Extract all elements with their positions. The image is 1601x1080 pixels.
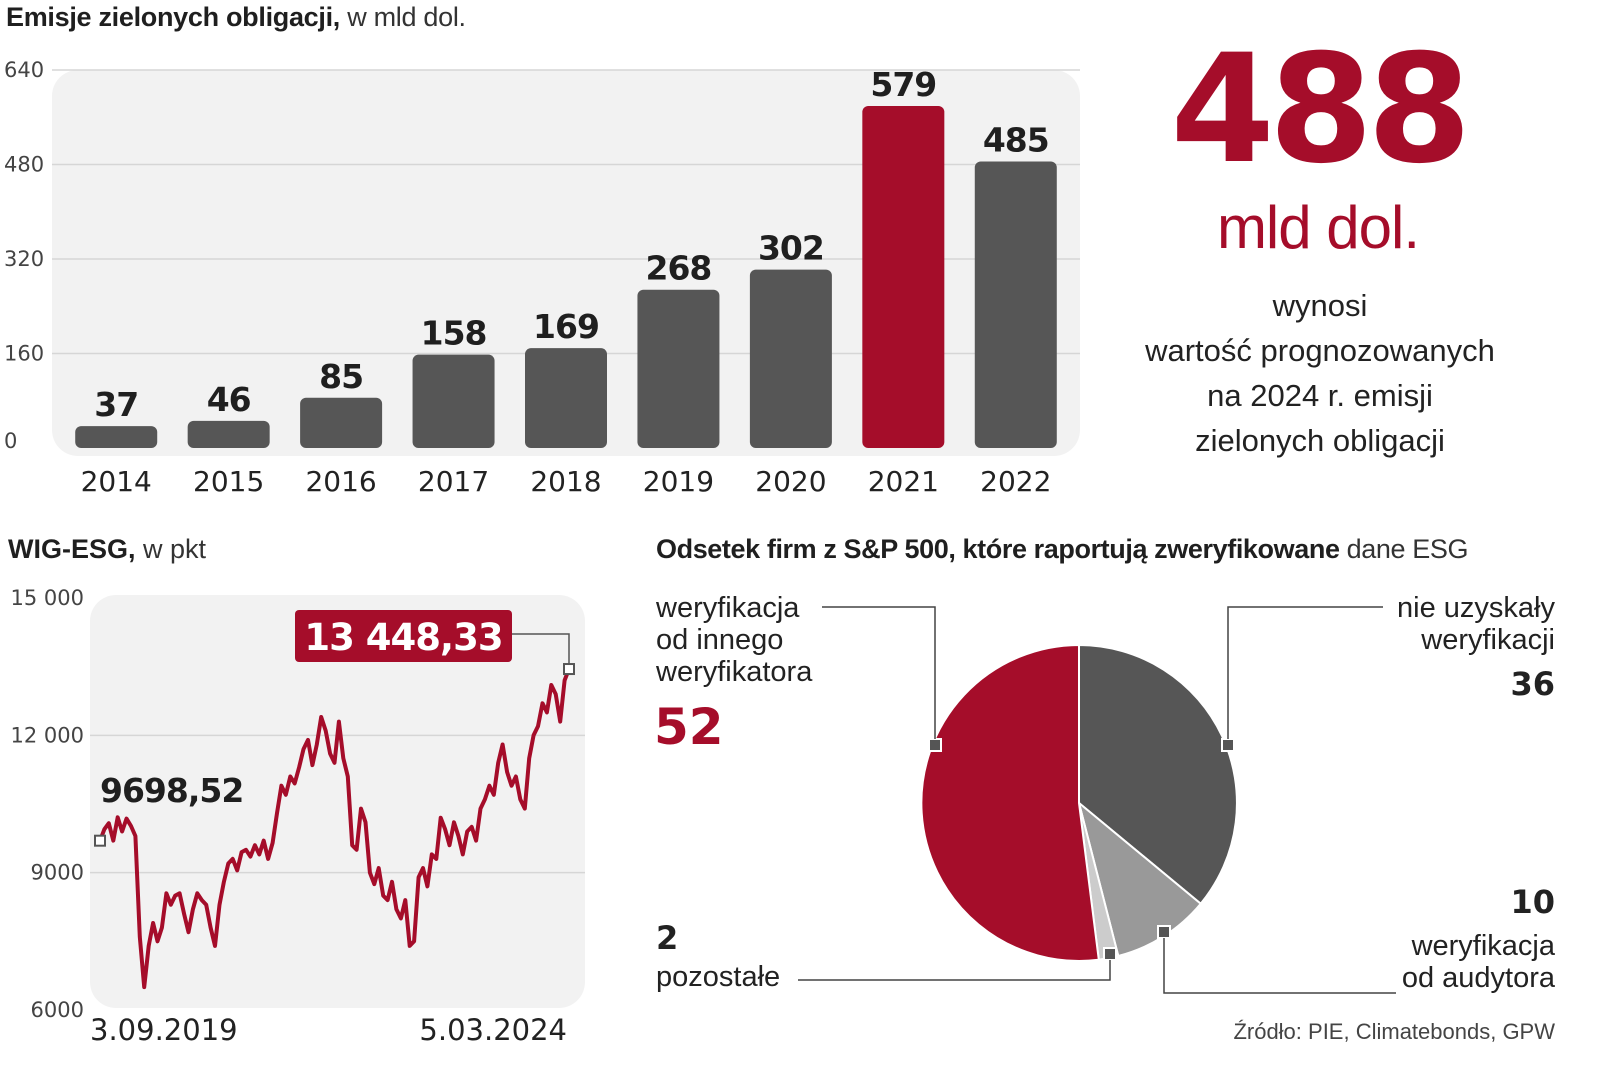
leader-line-rest	[798, 960, 1111, 981]
pie-marker	[1221, 738, 1235, 752]
source-note: Źródło: PIE, Climatebonds, GPW	[1233, 1019, 1555, 1044]
pie-marker	[928, 738, 942, 752]
bar-chart-title-light: w mld dol.	[340, 2, 466, 32]
highlight-value: 488	[1170, 23, 1471, 197]
pie-slice	[920, 643, 1100, 962]
bar	[637, 289, 720, 448]
bar-x-tick-label: 2015	[193, 465, 264, 498]
bar-chart-title: Emisje zielonych obligacji, w mld dol.	[6, 2, 466, 33]
bar	[187, 420, 270, 448]
label-no-verification: nie uzyskały weryfikacji	[1300, 592, 1555, 656]
bar-value-label: 37	[94, 385, 138, 424]
bar-x-tick-label: 2022	[980, 465, 1051, 498]
bar	[300, 397, 383, 448]
bar	[525, 348, 607, 448]
label-auditor: weryfikacja od audytora	[1300, 930, 1555, 994]
value-other-verifier: 52	[654, 698, 724, 756]
end-point-marker	[563, 663, 575, 676]
leader-line-other-verifier	[822, 606, 936, 739]
bar-value-label: 485	[983, 121, 1049, 160]
value-auditor: 10	[1510, 883, 1555, 921]
label-no-verification-line-1: nie uzyskały	[1397, 592, 1555, 624]
bar-chart-title-bold: Emisje zielonych obligacji,	[6, 2, 341, 32]
highlight-text: wynosi wartość prognozowanych na 2024 r.…	[1100, 283, 1540, 463]
bar	[974, 161, 1057, 448]
highlight-line-3: na 2024 r. emisji	[1207, 378, 1433, 413]
line-y-tick-label: 9000	[31, 861, 84, 885]
label-auditor-line-2: od audytora	[1401, 962, 1555, 994]
line-x-end-label: 5.03.2024	[419, 1013, 567, 1047]
bar-x-tick-label: 2021	[868, 465, 939, 498]
line-chart: 6000 9000 12 000 15 000 13 448,33 9698,52 3.09…	[11, 586, 585, 1047]
bar	[75, 426, 158, 448]
highlight-line-4: zielonych obligacji	[1195, 423, 1445, 458]
bar-value-label: 169	[533, 307, 599, 346]
label-other-verifier: weryfikacja od innego weryfikatora	[656, 592, 812, 688]
line-chart-title: WIG-ESG, w pkt	[8, 534, 206, 565]
bar-x-tick-label: 2016	[305, 465, 376, 498]
leader-line-auditor	[1163, 938, 1396, 994]
line-chart-panel	[90, 595, 585, 1008]
bar-x-tick-label: 2020	[755, 465, 826, 498]
label-rest: pozostałe	[656, 961, 781, 993]
pie-slice	[1078, 643, 1238, 906]
pie-chart-title: Odsetek firm z S&P 500, które raportują …	[656, 534, 1468, 565]
bar-chart: 0 160 320 480 640 37 2014 46 2015 85 2016 158 2017 16…	[4, 58, 1080, 498]
bar-x-tick-label: 2014	[81, 465, 152, 498]
label-auditor-line-1: weryfikacja	[1411, 930, 1555, 962]
pie-marker	[1103, 947, 1117, 961]
bar-y-tick-label: 480	[4, 153, 44, 177]
pie-chart-title-bold: Odsetek firm z S&P 500, które raportują …	[656, 534, 1340, 564]
bar-value-label: 268	[645, 249, 711, 288]
bar	[862, 106, 945, 448]
label-other-verifier-line-1: weryfikacja	[656, 592, 800, 624]
highlight-line-1: wynosi	[1272, 288, 1368, 323]
highlight-unit: mld dol.	[1216, 194, 1420, 261]
line-y-tick-label: 6000	[31, 998, 84, 1022]
bar-y-tick-label: 640	[4, 58, 44, 82]
bar	[412, 354, 495, 448]
wig-esg-series-line	[98, 668, 571, 990]
end-value-badge	[295, 610, 512, 662]
highlight-line-2: wartość prognozowanych	[1145, 333, 1495, 368]
bar-y-tick-label: 0	[4, 429, 17, 453]
line-x-start-label: 3.09.2019	[90, 1013, 238, 1047]
label-other-verifier-line-2: od innego	[656, 624, 784, 656]
bar-y-tick-label: 320	[4, 247, 44, 271]
bar-value-label: 85	[319, 357, 363, 396]
bar-value-label: 46	[207, 380, 251, 419]
end-value-label: 13 448,33	[304, 616, 502, 659]
pie-chart-title-light: dane ESG	[1339, 534, 1469, 564]
bar-value-label: 158	[421, 314, 487, 353]
line-chart-title-light: w pkt	[135, 534, 207, 564]
pie-marker	[1157, 925, 1171, 939]
bar-value-label: 302	[758, 229, 824, 268]
bar-y-tick-label: 160	[4, 342, 44, 366]
label-no-verification-line-2: weryfikacji	[1421, 624, 1555, 656]
label-other-verifier-line-3: weryfikatora	[656, 656, 813, 688]
leader-line-no-verification	[1227, 606, 1383, 739]
value-rest: 2	[656, 919, 679, 957]
pie-chart	[798, 606, 1396, 994]
end-label-leader	[512, 633, 570, 665]
start-point-marker	[94, 834, 106, 847]
bar-x-tick-label: 2017	[418, 465, 489, 498]
bar	[749, 269, 832, 448]
value-no-verification: 36	[1510, 665, 1555, 703]
bar-value-label: 579	[870, 65, 936, 104]
start-value-label: 9698,52	[100, 771, 243, 810]
bar-x-tick-label: 2019	[643, 465, 714, 498]
line-y-tick-label: 15 000	[11, 586, 84, 610]
line-y-tick-label: 12 000	[11, 723, 84, 747]
bar-x-tick-label: 2018	[530, 465, 601, 498]
line-chart-title-bold: WIG-ESG,	[8, 534, 136, 564]
